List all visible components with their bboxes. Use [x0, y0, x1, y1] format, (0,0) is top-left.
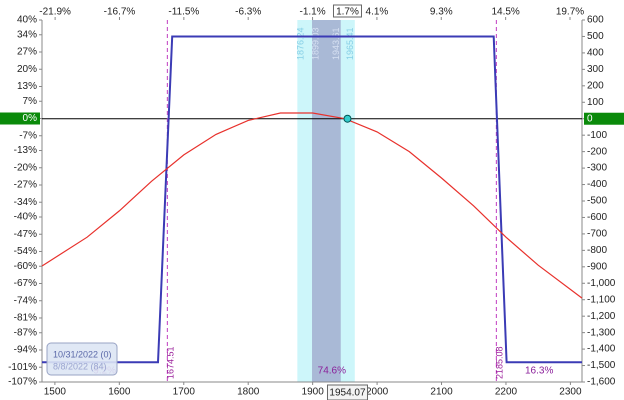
y-tick-label: -101%	[8, 362, 37, 373]
x2-tick-label: -6.3%	[235, 7, 261, 18]
y-tick-label: -34%	[14, 197, 37, 208]
current-price-point	[343, 114, 352, 123]
y-tick-label: -60%	[14, 261, 37, 272]
x2-tick-label: -1.1%	[299, 7, 325, 18]
band-label: 1899.03	[310, 27, 320, 60]
y2-tick-label: 600	[587, 15, 604, 26]
x-tick-label: 1700	[173, 387, 196, 398]
legend-entry: 10/31/2022 (0)	[53, 349, 112, 359]
current-percent: 1.7%	[336, 7, 359, 18]
y-tick-label: -107%	[8, 377, 37, 388]
y2-tick-label: 200	[587, 80, 604, 91]
y-tick-label: -81%	[14, 313, 37, 324]
y-tick-label: -94%	[14, 345, 37, 356]
y2-tick-label: -100	[587, 130, 607, 141]
y2-tick-label: -400	[587, 179, 607, 190]
breakeven-label: 2185.08	[495, 346, 505, 379]
y2-tick-label: -1,600	[587, 377, 616, 388]
x2-tick-label: 4.1%	[366, 7, 389, 18]
probability-label: 74.6%	[318, 366, 346, 377]
y2-tick-label: -1,100	[587, 294, 616, 305]
payoff-line	[42, 35, 582, 364]
x-tick-label: 2000	[366, 387, 389, 398]
band-label: 1943.61	[331, 27, 341, 60]
y2-tick-label: -600	[587, 212, 607, 223]
current-price-label: 1954.07	[329, 388, 366, 399]
y2-tick-label: -800	[587, 245, 607, 256]
legend-box	[46, 342, 118, 376]
zero-highlight-right	[584, 112, 624, 125]
y-tick-label: -74%	[14, 295, 37, 306]
y-tick-label: 13%	[17, 81, 37, 92]
y-tick-label: -67%	[14, 278, 37, 289]
x-tick-label: 1600	[108, 387, 131, 398]
current-percent-box	[332, 4, 362, 18]
x-tick-label: 2100	[430, 387, 453, 398]
y-tick-label: 34%	[17, 29, 37, 40]
y-tick-label: -27%	[14, 180, 37, 191]
y2-tick-label: 300	[587, 64, 604, 75]
legend-entry: 8/8/2022 (84)	[53, 361, 107, 371]
x2-tick-label: 14.5%	[491, 7, 519, 18]
current-price-box	[326, 384, 368, 400]
x2-tick-label: 9.3%	[430, 7, 453, 18]
y2-tick-label: -300	[587, 163, 607, 174]
x-tick-label: 2200	[495, 387, 518, 398]
x2-tick-label: -11.5%	[168, 7, 199, 18]
y-tick-label: -13%	[14, 145, 37, 156]
y2-tick-label: -500	[587, 196, 607, 207]
y2-tick-label: -1,000	[587, 278, 616, 289]
y-tick-label: 20%	[17, 64, 37, 75]
y2-tick-label: -1,500	[587, 360, 616, 371]
y-tick-label: -87%	[14, 327, 37, 338]
price-band	[312, 20, 341, 382]
x2-tick-label: -21.9%	[39, 7, 71, 18]
x2-tick-label: 19.7%	[556, 7, 584, 18]
y2-tick-label: -200	[587, 146, 607, 157]
y2-tick-label: 500	[587, 31, 604, 42]
y-tick-label: -54%	[14, 246, 37, 257]
probability-label: 16.3%	[525, 366, 553, 377]
band-label: 1876.24	[296, 27, 306, 60]
y-tick-label: 27%	[17, 47, 37, 58]
y-tick-label: -20%	[14, 162, 37, 173]
y-tick-label: -7%	[19, 130, 37, 141]
y-tick-label: -40%	[14, 212, 37, 223]
y2-tick-label: -1,300	[587, 327, 616, 338]
x-tick-label: 1800	[237, 387, 260, 398]
y-tick-label: 7%	[23, 96, 38, 107]
y2-tick-label: -1,200	[587, 311, 616, 322]
y-tick-label: -47%	[14, 229, 37, 240]
y-tick-label: 40%	[17, 15, 37, 26]
breakeven-label: 1674.51	[166, 346, 176, 379]
x-tick-label: 1900	[302, 387, 325, 398]
y2-tick-label: -1,400	[587, 344, 616, 355]
band-label: 1965.41	[345, 27, 355, 60]
y2-tick-label: 0	[587, 113, 593, 124]
y2-tick-label: 100	[587, 97, 604, 108]
y2-tick-label: -900	[587, 261, 607, 272]
x-tick-label: 1500	[44, 387, 67, 398]
zero-highlight-left	[0, 112, 40, 125]
x-tick-label: 2300	[559, 387, 582, 398]
y2-tick-label: 400	[587, 48, 604, 59]
payoff-line	[41, 112, 583, 299]
x2-tick-label: -16.7%	[104, 7, 136, 18]
y2-tick-label: -700	[587, 229, 607, 240]
y-tick-label: 0%	[23, 113, 38, 124]
